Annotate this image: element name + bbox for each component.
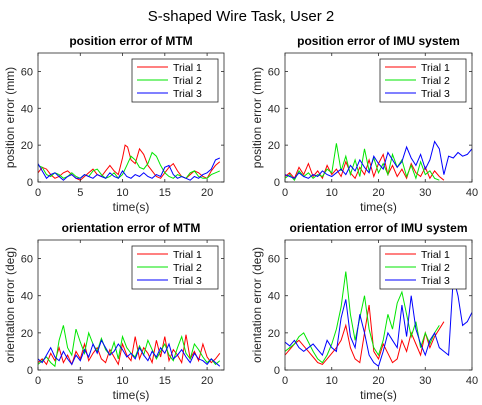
legend-label-trial-1: Trial 1 xyxy=(421,249,450,261)
y-tick-label: 0 xyxy=(27,365,33,377)
y-tick-label: 60 xyxy=(21,66,33,78)
legend-label-trial-3: Trial 3 xyxy=(173,88,202,100)
subplot-title: position error of MTM xyxy=(69,34,192,48)
x-tick-label: 0 xyxy=(35,375,41,387)
x-tick-label: 30 xyxy=(419,375,431,387)
y-axis-label: position error (mm) xyxy=(250,67,264,168)
y-tick-label: 0 xyxy=(27,177,33,189)
x-tick-label: 15 xyxy=(159,375,171,387)
y-tick-label: 60 xyxy=(268,66,280,78)
subplot-3: orientation error of MTM 0 5 10 15 20 0 20 40 60 t… xyxy=(3,221,225,402)
y-tick-label: 20 xyxy=(268,328,280,340)
x-tick-label: 40 xyxy=(466,187,478,199)
series-line-trial-3 xyxy=(38,157,221,181)
x-tick-label: 20 xyxy=(372,187,384,199)
y-axis-label: orientation error (deg) xyxy=(3,247,17,363)
x-tick-label: 10 xyxy=(116,187,128,199)
y-tick-label: 40 xyxy=(268,103,280,115)
y-tick-label: 20 xyxy=(21,140,33,152)
x-tick-label: 20 xyxy=(372,375,384,387)
subplot-2: position error of IMU system 0 10 20 30 40 0 20… xyxy=(250,34,478,214)
subplot-title: orientation error of IMU system xyxy=(289,221,467,235)
series-line-trial-2 xyxy=(38,325,221,368)
y-axis-label: position error (mm) xyxy=(3,67,17,168)
legend-label-trial-1: Trial 1 xyxy=(173,249,202,261)
legend-label-trial-2: Trial 2 xyxy=(173,262,202,274)
x-tick-label: 0 xyxy=(282,375,288,387)
series-line-trial-1 xyxy=(38,334,221,366)
axes-box xyxy=(37,52,225,183)
subplot-1: position error of MTM 0 5 10 15 20 0 20 40 60 time… xyxy=(3,34,225,214)
subplot-title: orientation error of MTM xyxy=(62,221,201,235)
legend-label-trial-3: Trial 3 xyxy=(421,88,450,100)
legend-label-trial-3: Trial 3 xyxy=(173,275,202,287)
x-tick-label: 5 xyxy=(77,375,83,387)
subplots: position error of MTM 0 5 10 15 20 0 20 40 60 time… xyxy=(3,34,478,402)
series-line-trial-2 xyxy=(38,151,221,180)
y-tick-label: 20 xyxy=(268,140,280,152)
x-tick-label: 10 xyxy=(326,375,338,387)
y-tick-label: 20 xyxy=(21,328,33,340)
y-tick-label: 40 xyxy=(21,291,33,303)
legend-label-trial-1: Trial 1 xyxy=(421,62,450,74)
series-line-trial-3 xyxy=(285,140,472,179)
x-axis-label: time(s) xyxy=(360,388,397,402)
x-tick-label: 0 xyxy=(282,187,288,199)
y-tick-label: 60 xyxy=(268,254,280,266)
x-tick-label: 20 xyxy=(201,375,213,387)
series-line-trial-3 xyxy=(38,339,221,367)
subplot-4: orientation error of IMU system 0 10 20 30 40… xyxy=(250,221,478,402)
legend-label-trial-2: Trial 2 xyxy=(173,75,202,87)
y-axis-label: orientation error (deg) xyxy=(250,247,264,363)
series-line-trial-2 xyxy=(285,143,440,182)
axes-box xyxy=(37,239,225,371)
series-line-trial-3 xyxy=(285,276,472,368)
x-axis-label: time(s) xyxy=(360,200,397,214)
y-tick-label: 0 xyxy=(274,365,280,377)
y-tick-label: 0 xyxy=(274,177,280,189)
x-axis-label: time(s) xyxy=(113,388,150,402)
series-line-trial-2 xyxy=(285,271,440,364)
x-tick-label: 30 xyxy=(419,187,431,199)
figure-title: S-shaped Wire Task, User 2 xyxy=(148,8,334,25)
legend-label-trial-3: Trial 3 xyxy=(421,275,450,287)
legend-label-trial-2: Trial 2 xyxy=(421,75,450,87)
x-tick-label: 5 xyxy=(77,187,83,199)
x-tick-label: 0 xyxy=(35,187,41,199)
legend-label-trial-1: Trial 1 xyxy=(173,62,202,74)
y-tick-label: 60 xyxy=(21,254,33,266)
x-tick-label: 10 xyxy=(116,375,128,387)
x-tick-label: 40 xyxy=(466,375,478,387)
x-tick-label: 20 xyxy=(201,187,213,199)
series-line-trial-1 xyxy=(38,144,221,181)
x-axis-label: time(s) xyxy=(113,200,150,214)
x-tick-label: 15 xyxy=(159,187,171,199)
subplot-title: position error of IMU system xyxy=(297,34,460,48)
legend-label-trial-2: Trial 2 xyxy=(421,262,450,274)
y-tick-label: 40 xyxy=(268,291,280,303)
y-tick-label: 40 xyxy=(21,103,33,115)
x-tick-label: 10 xyxy=(326,187,338,199)
